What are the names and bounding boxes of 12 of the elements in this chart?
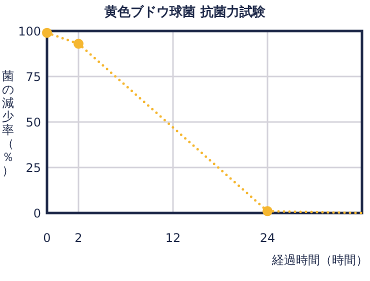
y-tick-label: 0 [33,206,41,220]
x-tick-label: 0 [43,231,51,245]
chart-title: 黄色ブドウ球菌 抗菌力試験 [104,4,266,20]
y-tick-label: 50 [26,116,41,130]
y-tick-label: 100 [18,24,41,38]
x-tick-label: 12 [165,231,181,245]
y-axis-title: 菌の減少率（％） [2,69,14,178]
x-tick-label: 24 [260,231,276,245]
y-tick-label: 75 [26,70,41,84]
y-tick-label: 25 [26,161,41,175]
x-axis-title: 経過時間（時間） [271,253,368,267]
x-tick-label: 2 [74,231,82,245]
